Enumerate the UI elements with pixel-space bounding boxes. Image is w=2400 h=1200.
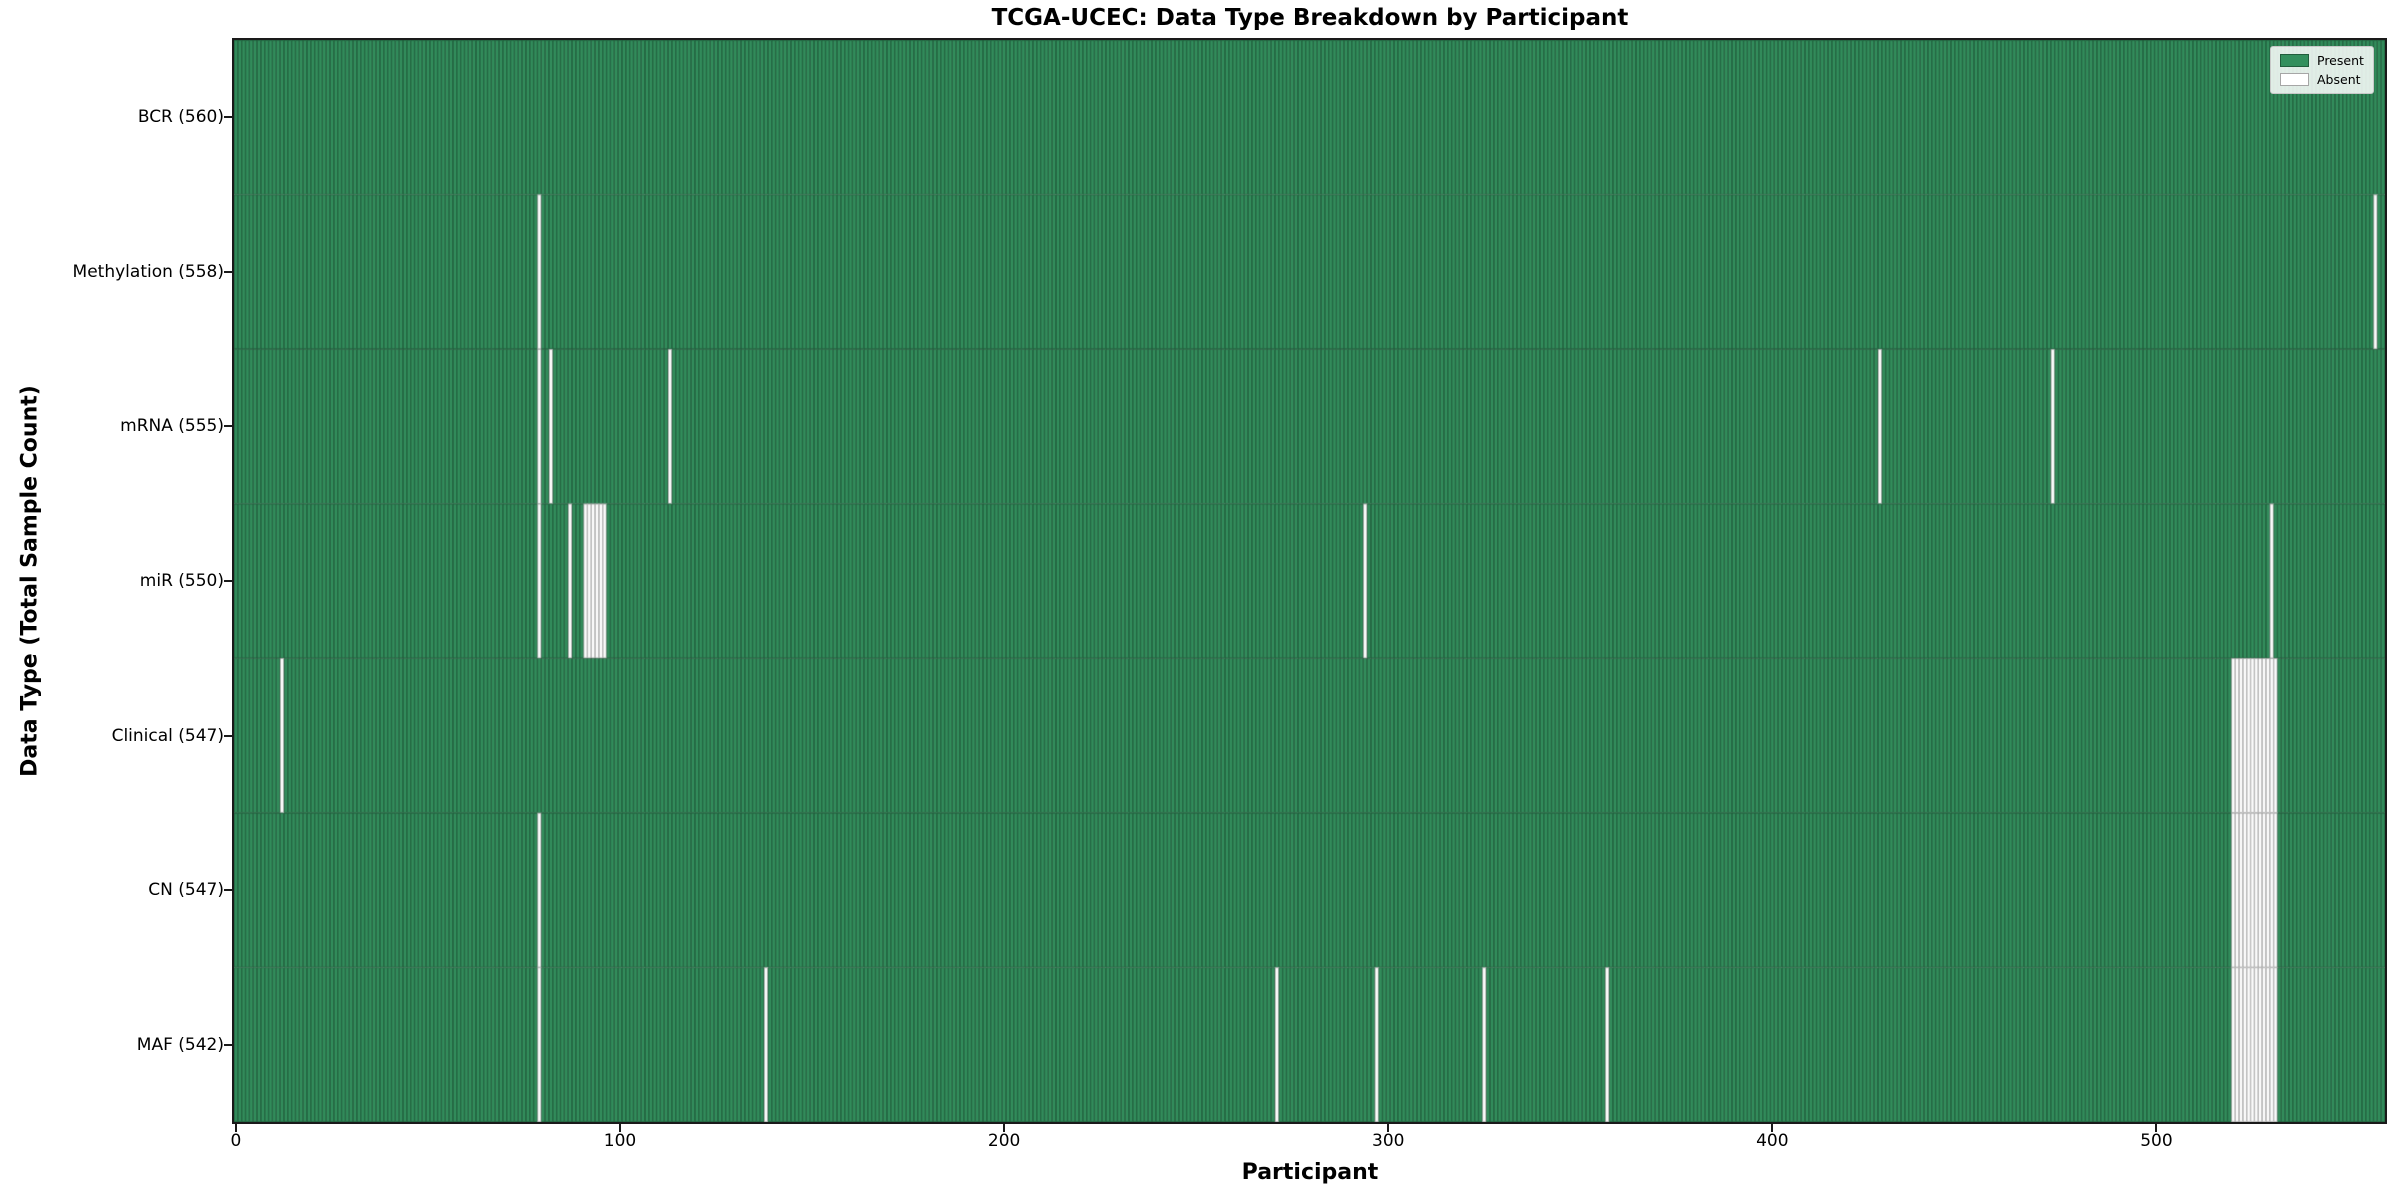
y-tick-mark xyxy=(224,270,232,273)
y-axis-label: Data Type (Total Sample Count) xyxy=(17,385,43,777)
y-tick-label-mrna: mRNA (555) xyxy=(120,416,224,437)
x-tick-label-0: 0 xyxy=(230,1131,242,1151)
y-tick-label-bcr: BCR (560) xyxy=(137,107,224,128)
x-tick-mark xyxy=(1771,1124,1774,1132)
chart-title: TCGA-UCEC: Data Type Breakdown by Partic… xyxy=(991,5,1629,31)
legend-label-present: Present xyxy=(2317,53,2364,68)
y-tick-mark xyxy=(224,580,232,582)
x-axis-label: Participant xyxy=(1241,1160,1379,1185)
y-tick-mark xyxy=(224,889,232,892)
y-tick-mark xyxy=(224,116,232,119)
y-tick-label-cn: CN (547) xyxy=(148,880,224,901)
legend-label-absent: Absent xyxy=(2317,72,2361,87)
y-tick-label-clinical: Clinical (547) xyxy=(111,725,224,746)
legend-swatch-present-icon xyxy=(2280,54,2309,67)
x-tick-label-100: 100 xyxy=(603,1131,637,1151)
x-tick-mark xyxy=(1003,1124,1006,1132)
x-tick-mark xyxy=(234,1124,237,1132)
y-tick-label-mir: miR (550) xyxy=(139,571,224,591)
legend-entry-absent: Absent xyxy=(2280,72,2364,87)
y-tick-label-maf: MAF (542) xyxy=(136,1034,224,1055)
x-tick-label-300: 300 xyxy=(1372,1131,1405,1151)
y-tick-mark xyxy=(224,734,232,737)
y-tick-label-methylation: Methylation (558) xyxy=(72,261,224,282)
legend: Present Absent xyxy=(2270,46,2374,94)
x-tick-mark xyxy=(1387,1124,1390,1132)
x-tick-label-200: 200 xyxy=(987,1131,1021,1151)
legend-entry-present: Present xyxy=(2280,53,2364,68)
y-tick-mark xyxy=(224,1043,232,1046)
x-tick-mark xyxy=(2155,1124,2158,1132)
legend-swatch-absent-icon xyxy=(2280,73,2309,86)
x-tick-mark xyxy=(619,1124,622,1132)
x-tick-label-400: 400 xyxy=(1756,1131,1789,1151)
bars-canvas xyxy=(234,40,2385,1122)
y-tick-mark xyxy=(224,425,232,428)
x-tick-label-500: 500 xyxy=(2140,1131,2173,1151)
plot-area xyxy=(232,38,2387,1124)
